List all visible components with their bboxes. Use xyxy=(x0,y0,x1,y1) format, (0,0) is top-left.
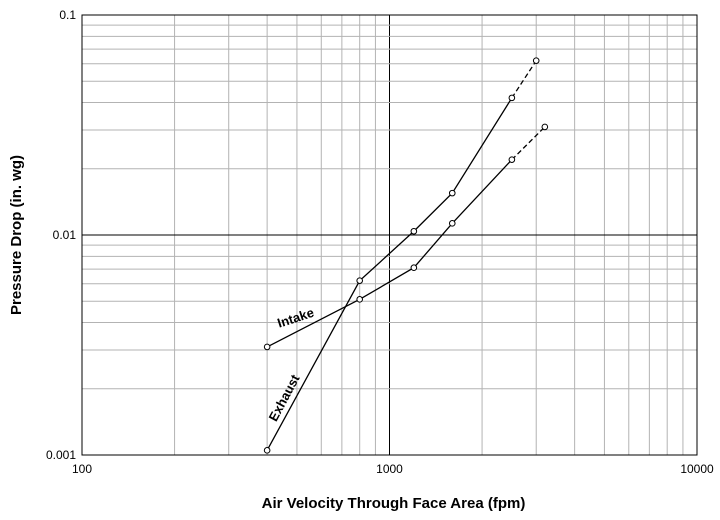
grid xyxy=(82,15,697,455)
series xyxy=(263,57,549,454)
intake-point xyxy=(410,264,418,272)
y-tick-label: 0.001 xyxy=(46,448,76,462)
intake-point xyxy=(263,343,271,351)
intake-extrapolation-line xyxy=(511,126,546,161)
exhaust-point xyxy=(410,227,418,235)
y-axis-title: Pressure Drop (in. wg) xyxy=(8,155,25,315)
intake-point xyxy=(448,220,456,227)
exhaust-extrapolation-line xyxy=(511,60,537,99)
x-axis-title: Air Velocity Through Face Area (fpm) xyxy=(262,495,526,512)
exhaust-point xyxy=(263,447,271,454)
exhaust-point xyxy=(508,94,516,102)
y-tick-label: 0.01 xyxy=(53,228,77,242)
x-tick-label: 10000 xyxy=(680,462,714,476)
exhaust-point xyxy=(448,189,456,197)
exhaust-point xyxy=(356,277,364,284)
intake-series-label: Intake xyxy=(275,305,315,331)
intake-point xyxy=(541,123,549,131)
plot-frame xyxy=(81,14,698,456)
exhaust-point xyxy=(532,57,540,64)
x-tick-label: 100 xyxy=(72,462,92,476)
intake-point xyxy=(356,296,364,303)
tick-labels: 100 1000 10000 0.001 0.01 0.1 xyxy=(46,8,714,476)
intake-point xyxy=(508,156,516,163)
x-tick-label: 1000 xyxy=(376,462,403,476)
y-tick-label: 0.1 xyxy=(59,8,76,22)
